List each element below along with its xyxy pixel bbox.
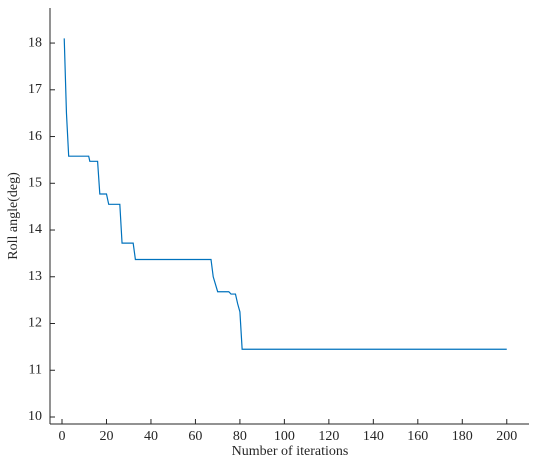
x-tick-label: 200: [496, 429, 517, 444]
x-tick-label: 60: [188, 429, 202, 444]
y-tick-label: 18: [28, 35, 42, 50]
x-tick-label: 20: [99, 429, 113, 444]
x-tick-label: 80: [233, 429, 247, 444]
y-tick-label: 13: [28, 269, 42, 284]
x-axis-label: Number of iterations: [232, 444, 349, 459]
y-tick-label: 11: [29, 362, 42, 377]
x-tick-label: 100: [274, 429, 295, 444]
y-tick-label: 12: [28, 316, 42, 331]
y-tick-label: 14: [28, 222, 42, 237]
x-tick-label: 120: [318, 429, 339, 444]
y-tick-label: 15: [28, 175, 42, 190]
x-tick-label: 160: [407, 429, 428, 444]
x-tick-label: 40: [144, 429, 158, 444]
y-tick-label: 16: [28, 129, 42, 144]
x-tick-label: 140: [363, 429, 384, 444]
x-tick-label: 0: [59, 429, 66, 444]
x-tick-label: 180: [452, 429, 473, 444]
y-tick-label: 17: [28, 82, 42, 97]
y-tick-label: 10: [28, 409, 42, 424]
y-axis-label: Roll angle(deg): [6, 172, 21, 260]
data-line: [63, 38, 507, 350]
